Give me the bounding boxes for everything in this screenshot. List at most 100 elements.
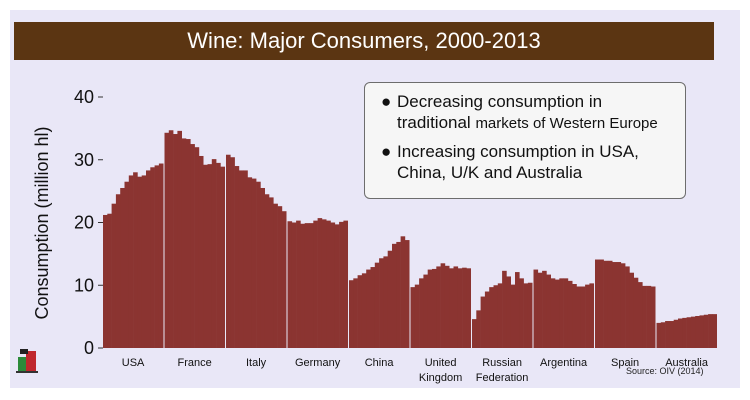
y-axis: 0 10 20 30 40 bbox=[74, 87, 103, 358]
bar bbox=[343, 220, 348, 348]
x-tick-label: China bbox=[365, 357, 395, 369]
bar bbox=[115, 194, 121, 348]
bar bbox=[427, 269, 433, 348]
bar bbox=[304, 223, 310, 348]
callout-bullet-line: Decreasing consumption in bbox=[397, 92, 603, 111]
bar bbox=[480, 296, 486, 348]
bullet-dot-icon: ● bbox=[381, 142, 392, 161]
bar bbox=[379, 258, 384, 348]
bar bbox=[168, 130, 174, 348]
bar bbox=[476, 310, 481, 348]
bar bbox=[646, 285, 652, 348]
chart-title-text: Wine: Major Consumers, 2000-2013 bbox=[187, 28, 541, 53]
bar bbox=[296, 220, 301, 348]
bar bbox=[523, 283, 529, 348]
bar bbox=[472, 319, 477, 348]
bar bbox=[519, 278, 524, 348]
bar bbox=[620, 263, 626, 348]
bar bbox=[203, 164, 208, 348]
callout-bullet-text: Increasing consumption in USA, China, U/… bbox=[397, 141, 639, 183]
bar bbox=[436, 266, 441, 348]
callout-box: ● Decreasing consumption in traditional … bbox=[364, 82, 686, 199]
bar bbox=[682, 317, 687, 348]
bar bbox=[353, 278, 358, 348]
x-tick-label: Germany bbox=[295, 357, 341, 369]
callout-bullet-text: Decreasing consumption in traditional ma… bbox=[397, 91, 658, 134]
bullet-dot-icon: ● bbox=[381, 92, 392, 111]
bar bbox=[410, 287, 416, 348]
x-tick-label: France bbox=[177, 357, 211, 369]
callout-bullet-line: China, U/K and Australia bbox=[397, 163, 583, 182]
bar bbox=[269, 197, 274, 348]
bar bbox=[211, 159, 217, 348]
bar bbox=[527, 282, 533, 348]
x-tick-label-line2: Federation bbox=[476, 372, 529, 384]
y-tick-label: 0 bbox=[84, 338, 94, 358]
chart-title: Wine: Major Consumers, 2000-2013 bbox=[14, 22, 714, 60]
bar bbox=[576, 286, 582, 348]
callout-bullet-2: ● Increasing consumption in USA, China, … bbox=[381, 141, 675, 183]
bar bbox=[133, 172, 138, 348]
source-note: Source: OIV (2014) bbox=[626, 366, 704, 376]
bar bbox=[243, 170, 248, 348]
bar bbox=[690, 316, 696, 349]
bar bbox=[642, 285, 647, 348]
bar bbox=[181, 138, 187, 348]
bar bbox=[572, 284, 577, 348]
logo-icon bbox=[16, 349, 38, 373]
bar bbox=[287, 221, 293, 348]
bar bbox=[414, 284, 420, 348]
bar bbox=[423, 274, 428, 348]
bar bbox=[300, 223, 305, 348]
bar bbox=[194, 147, 200, 348]
bar bbox=[357, 275, 363, 348]
bar bbox=[656, 322, 662, 348]
x-axis-labels: USA France Italy Germany China United Kingdom R… bbox=[122, 357, 709, 384]
bar bbox=[559, 278, 564, 348]
bar bbox=[234, 166, 240, 348]
bar bbox=[164, 132, 170, 348]
bar bbox=[673, 319, 679, 348]
bar bbox=[120, 187, 125, 348]
bar bbox=[466, 268, 471, 348]
x-tick-label: United bbox=[425, 357, 457, 369]
x-tick-label: Australia bbox=[665, 357, 709, 369]
bar bbox=[537, 272, 543, 348]
x-tick-label: Spain bbox=[611, 357, 639, 369]
bar bbox=[493, 285, 499, 348]
bar bbox=[703, 314, 709, 348]
bar bbox=[432, 268, 437, 348]
bar bbox=[150, 167, 155, 348]
bar bbox=[321, 219, 327, 348]
x-tick-label: Russian bbox=[482, 357, 522, 369]
y-tick-label: 10 bbox=[74, 275, 94, 295]
bar bbox=[141, 175, 147, 348]
bar bbox=[625, 266, 630, 348]
bar bbox=[400, 236, 406, 348]
bar bbox=[489, 287, 494, 348]
bar bbox=[173, 134, 178, 348]
bar bbox=[107, 213, 112, 348]
bar bbox=[708, 314, 713, 348]
bar bbox=[137, 176, 142, 348]
bar bbox=[374, 262, 380, 348]
y-tick-label: 20 bbox=[74, 213, 94, 233]
bar bbox=[383, 256, 388, 348]
bar bbox=[387, 250, 393, 348]
x-tick-label: Argentina bbox=[540, 357, 588, 369]
bar bbox=[103, 214, 108, 348]
bar bbox=[330, 222, 336, 348]
bar bbox=[669, 321, 674, 348]
bar bbox=[186, 139, 191, 348]
bar bbox=[616, 262, 622, 348]
bar bbox=[563, 278, 569, 348]
y-tick-label: 40 bbox=[74, 87, 94, 107]
callout-bullet-line: traditional bbox=[397, 113, 476, 132]
bar bbox=[326, 220, 331, 348]
bar bbox=[177, 130, 182, 348]
bar bbox=[599, 259, 604, 348]
bar bbox=[291, 222, 297, 348]
bar bbox=[313, 220, 318, 348]
bar bbox=[190, 144, 195, 348]
